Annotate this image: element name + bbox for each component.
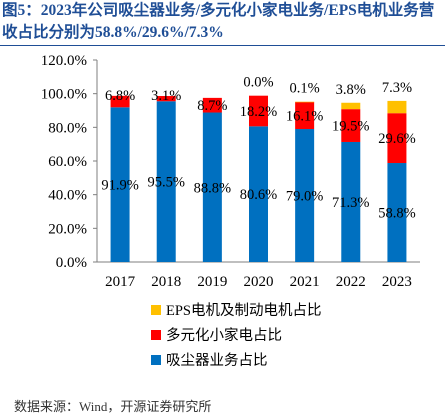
y-tick-label: 40.0% bbox=[48, 188, 87, 204]
bar-segment bbox=[295, 101, 315, 130]
bar-segment bbox=[156, 101, 176, 262]
data-label: 16.1% bbox=[286, 108, 323, 124]
x-tick-label: 2019 bbox=[197, 274, 227, 290]
legend-label: EPS电机及制动电机占比 bbox=[166, 302, 322, 319]
data-label: 8.7% bbox=[197, 98, 227, 114]
bar-segment bbox=[341, 109, 361, 142]
legend-swatch bbox=[151, 355, 161, 365]
legend-swatch bbox=[151, 330, 161, 340]
bar-segment bbox=[110, 107, 130, 262]
y-tick-label: 120.0% bbox=[41, 53, 87, 69]
bar-segment bbox=[387, 113, 407, 164]
chart-title: 图5：2023年公司吸尘器业务/多元化小家电业务/EPS电机业务营收占比分别为5… bbox=[2, 2, 435, 41]
data-label: 0.0% bbox=[243, 75, 273, 91]
data-label: 80.6% bbox=[240, 187, 277, 203]
data-label: 19.5% bbox=[332, 119, 369, 135]
x-tick-label: 2018 bbox=[151, 274, 181, 290]
data-label: 3.1% bbox=[151, 88, 181, 104]
bar-segment bbox=[387, 100, 407, 114]
data-label: 88.8% bbox=[194, 180, 231, 196]
data-label: 79.0% bbox=[286, 189, 323, 205]
bar-segment bbox=[295, 129, 315, 262]
x-tick-label: 2017 bbox=[105, 274, 136, 290]
data-label: 6.8% bbox=[105, 88, 135, 104]
data-label: 71.3% bbox=[332, 195, 369, 211]
bar-segment bbox=[295, 101, 315, 103]
legend-swatch bbox=[151, 305, 161, 315]
y-tick-label: 100.0% bbox=[41, 87, 87, 103]
x-tick-label: 2020 bbox=[244, 274, 274, 290]
data-label: 29.6% bbox=[378, 131, 415, 147]
data-label: 95.5% bbox=[147, 175, 184, 191]
title-divider bbox=[0, 45, 445, 46]
y-tick-label: 0.0% bbox=[56, 255, 87, 271]
legend-label: 多元化小家电占比 bbox=[166, 327, 282, 344]
bar-segment bbox=[202, 112, 222, 263]
x-tick-label: 2023 bbox=[382, 274, 412, 290]
data-label: 0.1% bbox=[290, 81, 320, 97]
y-tick-label: 60.0% bbox=[48, 154, 87, 170]
bar-segment bbox=[202, 97, 222, 113]
x-tick-label: 2021 bbox=[290, 274, 320, 290]
data-label: 91.9% bbox=[101, 178, 138, 194]
bar-segment bbox=[249, 126, 268, 262]
y-tick-label: 20.0% bbox=[48, 221, 87, 237]
bar-segment bbox=[341, 102, 361, 110]
data-label: 7.3% bbox=[382, 80, 412, 96]
data-label: 3.8% bbox=[336, 82, 366, 98]
data-label: 58.8% bbox=[378, 206, 415, 222]
legend-label: 吸尘器业务占比 bbox=[166, 352, 268, 369]
bar-segment bbox=[387, 163, 407, 262]
bar-segment bbox=[341, 141, 361, 262]
x-tick-label: 2022 bbox=[336, 274, 366, 290]
data-label: 18.2% bbox=[240, 104, 277, 120]
bar-segment bbox=[156, 96, 176, 102]
bar-segment bbox=[249, 95, 268, 127]
source-note: 数据来源：Wind，开源证券研究所 bbox=[14, 399, 212, 414]
bar-segment bbox=[110, 95, 130, 108]
y-tick-label: 80.0% bbox=[48, 120, 87, 136]
